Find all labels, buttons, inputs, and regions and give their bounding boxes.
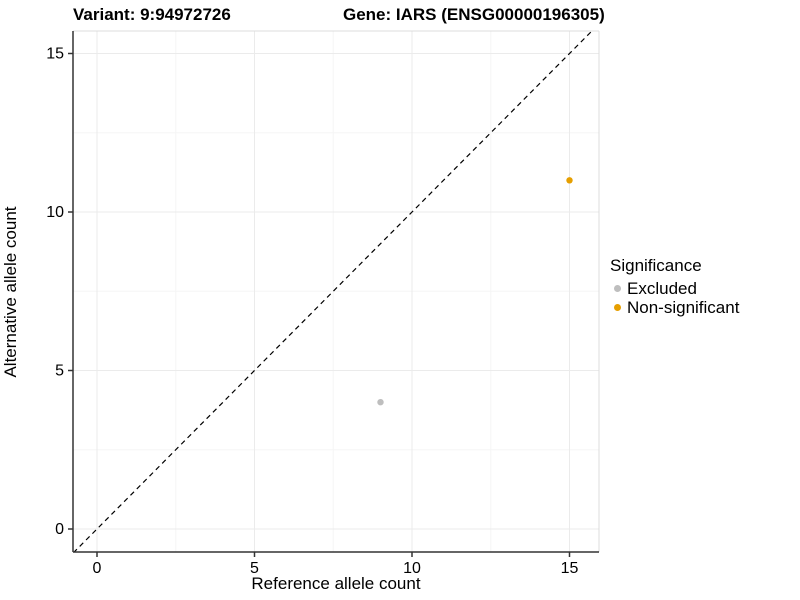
legend-item-label: Non-significant xyxy=(627,297,740,317)
legend-title: Significance xyxy=(610,256,702,275)
plot-title-gene: Gene: IARS (ENSG00000196305) xyxy=(343,5,605,24)
legend: Significance Excluded Non-significant xyxy=(610,256,739,317)
x-tick-label: 15 xyxy=(561,560,579,577)
legend-item-excluded: Excluded xyxy=(610,279,739,298)
y-tick-label: 5 xyxy=(55,363,64,380)
y-tick-label: 10 xyxy=(46,204,64,221)
x-tick-label: 10 xyxy=(403,560,421,577)
data-point-non-significant xyxy=(566,177,573,184)
plot-title-variant: Variant: 9:94972726 xyxy=(73,5,231,24)
y-tick-label: 15 xyxy=(46,46,64,63)
x-tick-label: 5 xyxy=(250,560,259,577)
y-tick-label: 0 xyxy=(55,521,64,538)
legend-item-non-significant: Non-significant xyxy=(610,298,739,317)
x-tick-label: 0 xyxy=(93,560,102,577)
x-axis-title: Reference allele count xyxy=(251,574,421,593)
legend-item-label: Excluded xyxy=(627,278,697,298)
legend-swatch-dot xyxy=(614,304,621,311)
y-axis-title: Alternative allele count xyxy=(1,206,20,378)
data-point-excluded xyxy=(377,399,384,406)
legend-swatch-dot xyxy=(614,285,621,292)
identity-reference-line xyxy=(73,31,593,552)
